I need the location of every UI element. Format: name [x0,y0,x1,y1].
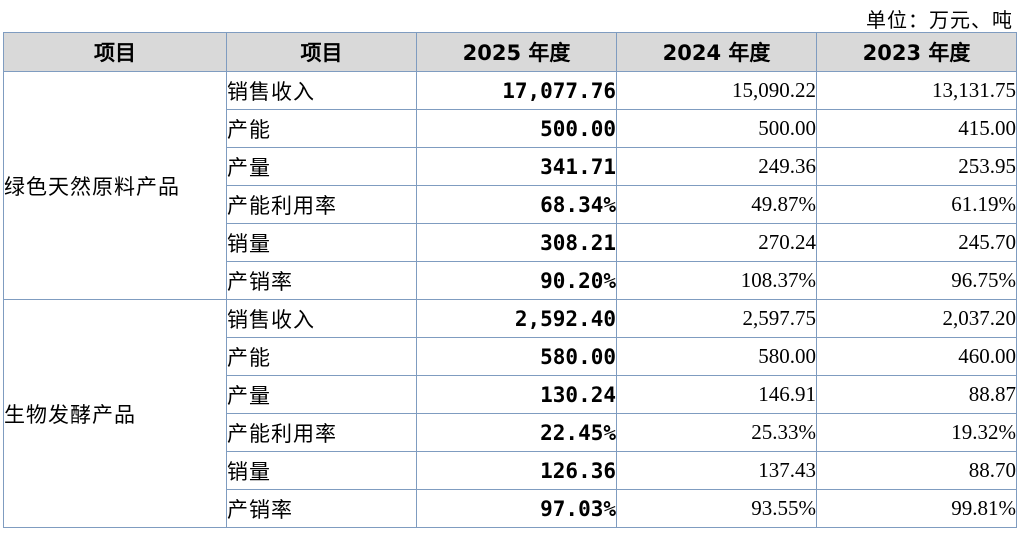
row-item: 产能 [226,109,417,148]
value-2023: 61.19% [816,185,1017,224]
row-item: 产能利用率 [226,185,417,224]
row-item: 销售收入 [226,299,417,338]
value-2025: 97.03% [416,489,617,528]
group-name: 绿色天然原料产品 [3,71,227,300]
value-2024: 270.24 [616,223,817,262]
table-row: 产销率 90.20% 108.37% 96.75% [4,261,1017,300]
value-2025: 22.45% [416,413,617,452]
value-2023: 99.81% [816,489,1017,528]
row-item: 产销率 [226,261,417,300]
table-row: 销量 308.21 270.24 245.70 [4,223,1017,262]
value-2025: 308.21 [416,223,617,262]
row-item: 产能 [226,337,417,376]
unit-label: 单位：万元、吨 [866,8,1013,32]
row-item: 产能利用率 [226,413,417,452]
value-2025: 130.24 [416,375,617,414]
table-row: 销量 126.36 137.43 88.70 [4,451,1017,490]
table-row: 产量 130.24 146.91 88.87 [4,375,1017,414]
value-2024: 500.00 [616,109,817,148]
row-item: 销售收入 [226,71,417,110]
value-2025: 500.00 [416,109,617,148]
value-2023: 88.87 [816,375,1017,414]
value-2023: 245.70 [816,223,1017,262]
row-item: 销量 [226,223,417,262]
header-item: 项目 [226,32,417,72]
value-2025: 341.71 [416,147,617,186]
value-2024: 146.91 [616,375,817,414]
capacity-table: 项目 项目 2025 年度 2024 年度 2023 年度 绿色天然原料产品 销… [3,32,1017,528]
value-2023: 88.70 [816,451,1017,490]
value-2023: 96.75% [816,261,1017,300]
value-2024: 25.33% [616,413,817,452]
row-item: 产量 [226,375,417,414]
table-row: 绿色天然原料产品 销售收入 17,077.76 15,090.22 13,131… [3,71,1017,300]
value-2024: 49.87% [616,185,817,224]
value-2023: 19.32% [816,413,1017,452]
value-2024: 2,597.75 [616,299,817,338]
row-item: 销量 [226,451,417,490]
value-2025: 580.00 [416,337,617,376]
table-row: 产能利用率 68.34% 49.87% 61.19% [4,185,1017,224]
value-2024: 108.37% [616,261,817,300]
value-2023: 2,037.20 [816,299,1017,338]
header-row: 项目 项目 2025 年度 2024 年度 2023 年度 [3,32,1017,72]
value-2023: 415.00 [816,109,1017,148]
table-row: 生物发酵产品 销售收入 2,592.40 2,597.75 2,037.20 [3,299,1017,528]
header-2023: 2023 年度 [816,32,1017,72]
header-2024: 2024 年度 [616,32,817,72]
row-item: 产销率 [226,489,417,528]
value-2024: 249.36 [616,147,817,186]
value-2024: 580.00 [616,337,817,376]
value-2025: 2,592.40 [416,299,617,338]
row-item: 产量 [226,147,417,186]
value-2024: 93.55% [616,489,817,528]
header-category: 项目 [3,32,227,72]
table-row: 产销率 97.03% 93.55% 99.81% [4,489,1017,528]
value-2025: 17,077.76 [416,71,617,110]
group-name: 生物发酵产品 [3,299,227,528]
table-row: 产能 580.00 580.00 460.00 [4,337,1017,376]
value-2024: 137.43 [616,451,817,490]
value-2024: 15,090.22 [616,71,817,110]
value-2023: 460.00 [816,337,1017,376]
value-2023: 253.95 [816,147,1017,186]
value-2025: 68.34% [416,185,617,224]
value-2025: 90.20% [416,261,617,300]
header-2025: 2025 年度 [416,32,617,72]
value-2023: 13,131.75 [816,71,1017,110]
value-2025: 126.36 [416,451,617,490]
